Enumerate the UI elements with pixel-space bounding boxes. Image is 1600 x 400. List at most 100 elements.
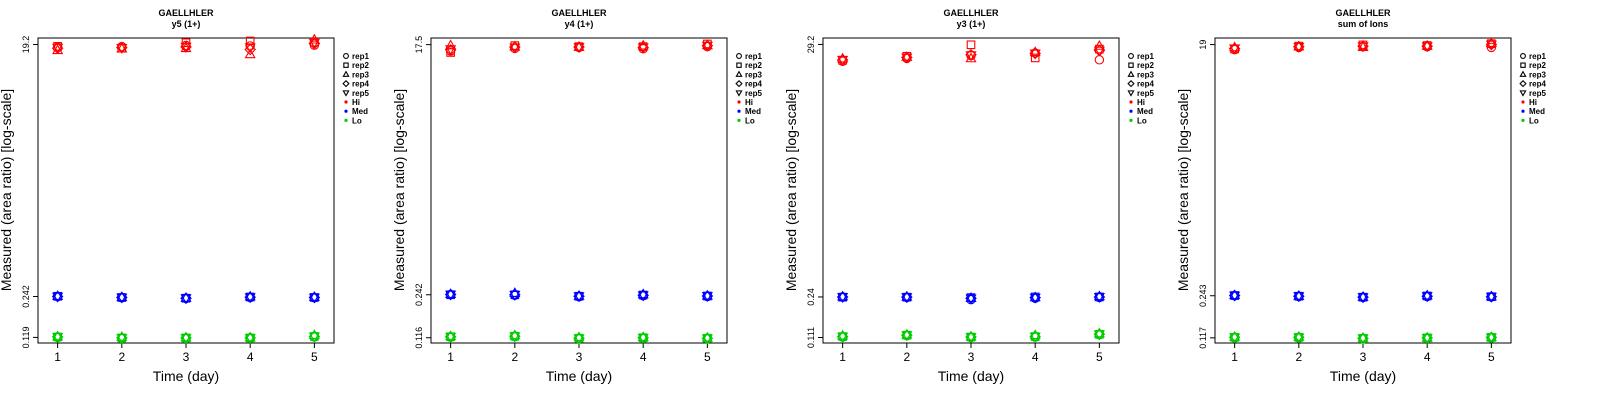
data-point-med-triangle-down [1421,292,1433,303]
data-point-med-triangle [180,292,192,302]
data-point-lo-triangle [573,331,585,342]
data-points [444,39,714,345]
data-point-med-triangle [901,290,913,301]
x-tick-label: 5 [1096,350,1103,364]
legend-label: Hi [1529,98,1537,107]
data-point-hi-triangle-down [1229,44,1241,55]
data-point-med-triangle [1093,290,1105,301]
y-tick-label: 0.242 [414,283,424,306]
legend-marker-rep5 [1519,90,1527,97]
legend-label: rep5 [1137,89,1154,98]
data-point-med-square [245,292,255,302]
legend-label: rep5 [1529,89,1546,98]
y-axis-label: Measured (area ratio) [log-scale] [1175,89,1191,291]
data-point-lo-triangle [445,330,457,341]
legend-marker-rep4 [1127,79,1135,88]
data-point-med-triangle [1293,290,1305,300]
legend-marker-med [1521,109,1525,113]
data-point-med-triangle-down [573,292,585,303]
data-points [51,33,321,344]
chart-subtitle: y5 (1+) [172,19,201,29]
legend-label: Med [1529,107,1545,116]
data-point-lo-triangle-down [509,332,521,343]
data-point-med-square [53,291,62,301]
legend-marker-med [344,109,348,113]
data-point-lo-triangle [1421,331,1433,342]
data-point-lo-triangle [52,330,64,341]
legend-label: Med [1137,107,1153,116]
data-point-lo-triangle-down [1485,333,1497,344]
data-point-lo-triangle-down [901,331,913,342]
data-point-lo-triangle-down [965,333,977,343]
x-tick-label: 4 [640,350,647,364]
x-tick-label: 1 [54,350,61,364]
data-point-med-triangle [573,290,585,300]
data-point-hi-triangle [573,41,585,51]
y-tick-label: 19 [1198,40,1208,50]
y-tick-label: 0.24 [806,288,816,306]
data-point-hi-triangle-down [1485,40,1497,51]
legend-label: rep5 [745,89,762,98]
data-point-hi-triangle-down [901,53,913,64]
y-tick-label: 19.2 [21,36,31,54]
x-axis-label: Time (day) [153,368,219,384]
chart-subtitle: sum of Ions [1338,19,1389,29]
data-point-hi-triangle-down [1029,49,1041,60]
legend-label: Lo [352,116,362,125]
legend-marker-lo [344,118,348,122]
data-point-med-square [1422,291,1432,301]
data-points [836,39,1106,343]
legend-label: Hi [352,98,360,107]
data-point-hi-triangle [445,39,457,50]
data-point-med-triangle [1485,290,1497,301]
legend-marker-rep4 [1519,79,1527,88]
data-point-med-triangle [1421,289,1433,300]
data-point-lo-triangle-down [116,333,128,344]
data-point-med-triangle [837,290,849,301]
data-point-med-triangle-down [1293,292,1305,303]
data-point-hi-triangle-down [308,38,320,49]
legend-label: rep3 [745,70,762,79]
legend-marker-rep2 [736,62,742,68]
data-point-hi-triangle [701,39,713,50]
data-point-hi-diamond [244,43,257,56]
x-tick-label: 2 [903,350,910,364]
y-axis-label: Measured (area ratio) [log-scale] [391,89,407,291]
legend-label: rep1 [352,52,369,61]
data-point-lo-triangle-down [1293,333,1305,344]
y-tick-label: 0.117 [1198,327,1208,349]
data-point-med-triangle-down [1229,291,1241,302]
legend-label: rep4 [745,80,762,89]
y-axis-label: Measured (area ratio) [log-scale] [783,89,799,291]
legend-marker-rep3 [1519,70,1527,77]
data-point-med-triangle-down [52,292,64,303]
legend-label: rep3 [1137,70,1154,79]
data-point-med-square [638,290,648,300]
legend-label: Med [352,107,368,116]
data-point-med-triangle-down [116,293,128,304]
data-point-med-triangle-down [901,293,913,304]
data-point-hi-triangle-down [701,41,713,52]
data-point-med-triangle-down [1093,293,1105,303]
legend-marker-lo [1129,118,1133,122]
data-point-lo-triangle-down [837,332,849,343]
data-point-hi-triangle-down [52,43,64,54]
data-point-hi-triangle [1421,39,1433,50]
legend-label: rep3 [1529,70,1546,79]
data-point-med-triangle [308,291,320,301]
data-point-hi-triangle [509,40,521,51]
x-tick-label: 2 [511,350,518,364]
data-point-hi-triangle-down [573,43,585,53]
data-point-lo-triangle-down [637,333,649,344]
data-point-hi-triangle-down [1421,42,1433,53]
data-point-hi-triangle-down [244,43,256,54]
chart-subtitle: y3 (1+) [957,19,986,29]
y-tick-label: 17.5 [414,36,424,54]
data-point-lo-triangle-down [1029,332,1041,343]
data-point-lo-triangle-down [701,334,713,345]
